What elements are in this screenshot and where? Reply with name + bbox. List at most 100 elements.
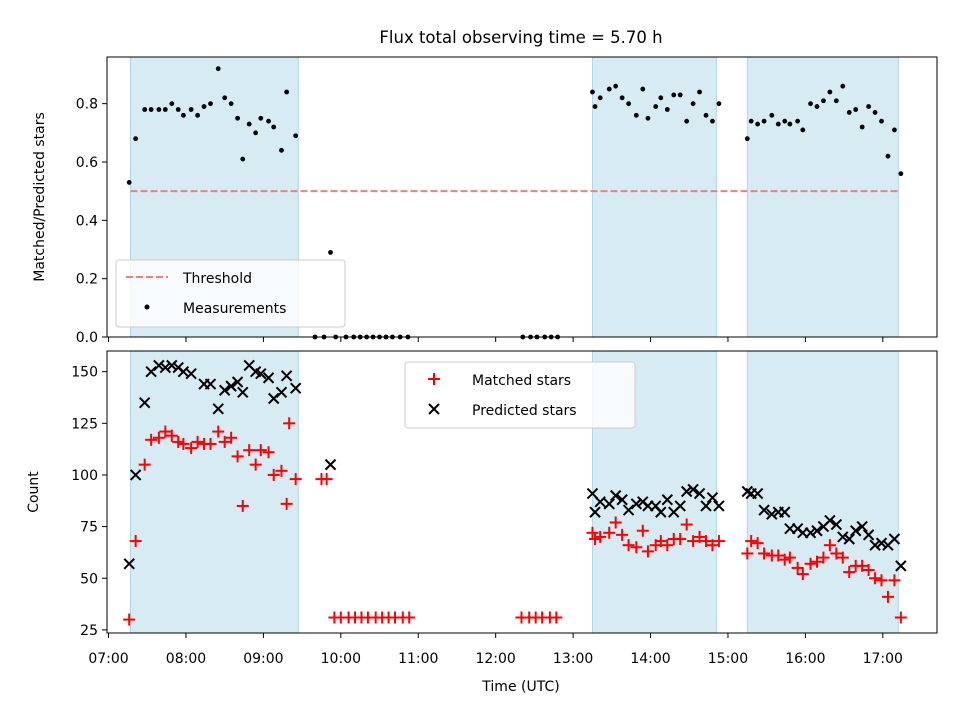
matched-marker-0 xyxy=(123,613,136,626)
predicted-marker-5 xyxy=(159,361,172,374)
measurement-point-74 xyxy=(787,121,793,127)
legend-predicted-swatch xyxy=(428,403,440,415)
x-tick-label-3: 10:00 xyxy=(321,651,361,667)
matched-marker-68 xyxy=(741,547,754,560)
measurement-point-16 xyxy=(235,115,240,121)
measurement-point-48 xyxy=(597,95,603,101)
measurement-point-50 xyxy=(613,83,619,89)
top-panel: 0.00.20.40.60.8 Matched/Predicted stars … xyxy=(32,56,938,346)
matched-marker-83 xyxy=(836,551,849,564)
x-tick-label-5: 12:00 xyxy=(475,651,515,667)
matched-marker-84 xyxy=(843,566,856,579)
measurement-point-52 xyxy=(626,101,631,107)
measurement-point-20 xyxy=(258,115,264,121)
measurement-point-77 xyxy=(808,101,813,107)
measurement-point-17 xyxy=(240,156,246,162)
legend-threshold-label: Threshold xyxy=(182,271,252,287)
predicted-marker-12 xyxy=(212,403,224,415)
legend-matched-label: Matched stars xyxy=(472,373,571,389)
measurement-point-15 xyxy=(228,101,234,107)
matched-marker-53 xyxy=(622,539,635,552)
measurement-point-4 xyxy=(156,107,162,112)
top-x-ticks xyxy=(108,337,884,342)
predicted-marker-21 xyxy=(268,392,280,405)
legend-measurements-label: Measurements xyxy=(183,301,286,317)
matched-marker-75 xyxy=(783,551,796,564)
matched-marker-40 xyxy=(403,611,416,624)
predicted-marker-4 xyxy=(153,359,165,372)
measurement-point-86 xyxy=(866,104,872,109)
top-observing-windows xyxy=(129,57,899,337)
predicted-marker-43 xyxy=(693,487,706,500)
measurement-point-22 xyxy=(271,124,277,130)
measurement-point-51 xyxy=(619,95,625,101)
bottom-window-band-2 xyxy=(747,351,899,633)
measurement-point-73 xyxy=(782,118,788,124)
top-legend: Threshold Measurements xyxy=(115,259,346,328)
predicted-marker-46 xyxy=(713,500,725,512)
predicted-marker-32 xyxy=(622,504,635,516)
top-y-axis-label: Matched/Predicted stars xyxy=(32,112,48,282)
measurement-point-68 xyxy=(748,118,754,124)
top-ytick-label-3: 0.6 xyxy=(76,155,98,171)
measurement-point-63 xyxy=(697,89,702,95)
predicted-marker-27 xyxy=(589,506,601,518)
measurement-point-3 xyxy=(148,107,154,112)
top-plot-frame xyxy=(106,56,938,338)
matched-marker-47 xyxy=(586,526,599,539)
predicted-marker-51 xyxy=(766,508,778,520)
bottom-x-axis: 07:00 08:00 09:00 10:00 11:00 12:00 13:00 14:00… xyxy=(88,633,903,667)
bottom-ytick-label-2: 75 xyxy=(80,520,98,536)
measurement-point-19 xyxy=(253,130,259,136)
top-ytick-label-2: 0.4 xyxy=(76,213,98,229)
bottom-y-axis: 25 50 75 100 125 150 xyxy=(71,365,107,639)
predicted-marker-62 xyxy=(837,531,849,543)
matched-marker-21 xyxy=(262,446,275,459)
matched-marker-62 xyxy=(680,518,693,531)
top-window-band-2 xyxy=(747,57,899,337)
matched-marker-73 xyxy=(772,549,785,562)
x-tick-label-6: 13:00 xyxy=(553,651,593,667)
matched-marker-59 xyxy=(661,539,674,552)
predicted-marker-42 xyxy=(687,483,699,496)
predicted-marker-44 xyxy=(700,500,712,512)
legend-measurements-swatch xyxy=(144,304,150,310)
predicted-marker-33 xyxy=(630,498,643,510)
measurement-point-53 xyxy=(633,112,639,118)
bottom-panel: 25 50 75 100 125 150 07:00 08:00 09:00 10:00 11:0… xyxy=(26,350,938,695)
predicted-marker-68 xyxy=(875,537,888,549)
measurement-point-13 xyxy=(215,66,221,72)
matched-marker-66 xyxy=(706,539,719,552)
measurement-point-46 xyxy=(590,89,595,95)
predicted-marker-53 xyxy=(779,506,791,518)
predicted-marker-71 xyxy=(895,560,907,572)
measurement-point-8 xyxy=(180,112,186,118)
bottom-legend: Matched stars Predicted stars xyxy=(404,361,636,429)
measurement-point-1 xyxy=(133,136,139,142)
measurement-point-23 xyxy=(279,147,284,153)
matched-marker-3 xyxy=(145,433,158,446)
matched-marker-58 xyxy=(654,535,667,548)
matched-marker-25 xyxy=(283,417,296,430)
predicted-marker-58 xyxy=(811,525,823,537)
matched-marker-10 xyxy=(191,435,204,448)
measurement-point-18 xyxy=(246,121,252,127)
matched-marker-67 xyxy=(712,535,725,548)
matched-marker-87 xyxy=(862,563,875,576)
predicted-marker-30 xyxy=(609,489,622,502)
measurement-point-90 xyxy=(892,127,897,133)
predicted-marker-57 xyxy=(804,527,817,539)
top-points-layer xyxy=(126,66,904,340)
matched-marker-65 xyxy=(700,535,713,548)
x-tick-label-9: 16:00 xyxy=(785,651,825,667)
predicted-marker-2 xyxy=(138,396,151,409)
predicted-marker-31 xyxy=(616,494,628,506)
predicted-marker-19 xyxy=(255,368,267,380)
matched-marker-70 xyxy=(751,537,764,550)
bottom-y-axis-label: Count xyxy=(26,471,42,513)
measurement-point-79 xyxy=(821,98,826,104)
x-tick-label-8: 15:00 xyxy=(708,651,748,667)
matched-marker-18 xyxy=(243,444,256,457)
matched-marker-24 xyxy=(280,497,293,510)
